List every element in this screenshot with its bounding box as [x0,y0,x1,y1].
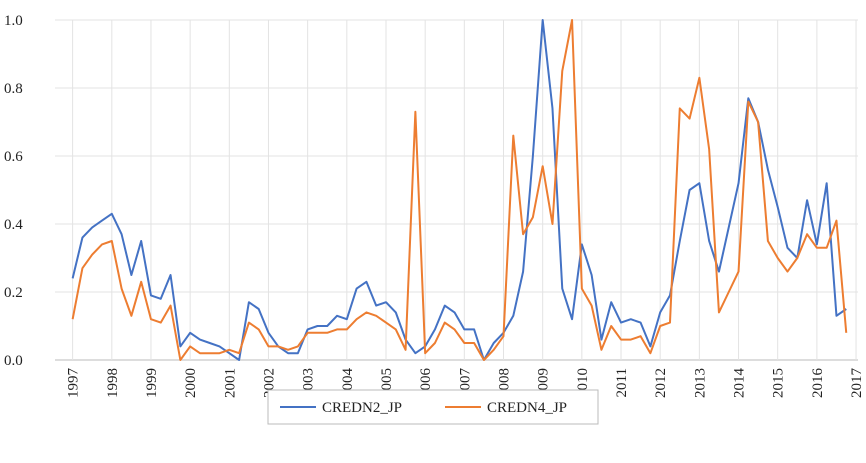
y-tick-label: 0.8 [4,81,23,97]
y-tick-label: 0.0 [4,353,23,369]
x-tick-label: 2016 [810,368,826,399]
x-tick-label: 1997 [66,368,82,399]
x-tick-label: 1999 [144,368,160,398]
legend-box [267,389,599,425]
y-tick-label: 0.6 [4,149,23,165]
x-tick-label: 2001 [222,368,238,398]
legend: CREDN2_JP CREDN4_JP [267,389,599,425]
x-tick-label: 2015 [771,368,787,398]
y-tick-label: 0.4 [4,217,23,233]
series-line [71,19,848,361]
x-tick-label: 2000 [183,368,199,398]
x-tick-label: 2012 [653,368,669,398]
x-tick-label: 2014 [732,368,748,399]
legend-label: CREDN4_JP [487,400,567,416]
y-tick-label: 1.0 [4,13,23,29]
x-tick-label: 2011 [614,368,630,397]
legend-label: CREDN2_JP [322,400,402,416]
series-line [71,19,847,361]
x-tick-label: 2013 [692,368,708,398]
x-tick-label: 2017 [849,368,865,399]
y-tick-label: 0.2 [4,285,23,301]
x-tick-label: 1998 [105,368,121,398]
